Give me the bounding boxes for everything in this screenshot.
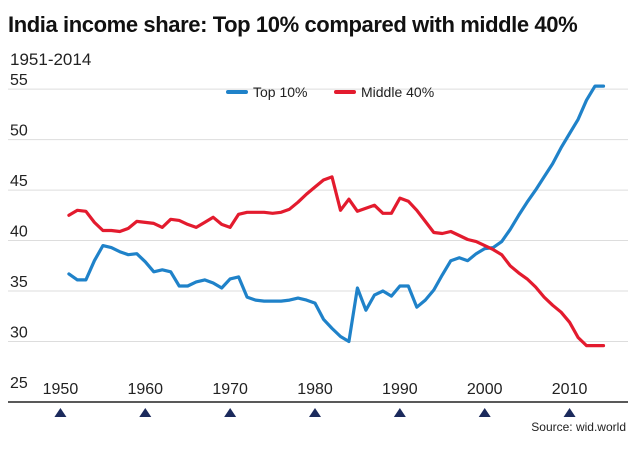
grid-layer: 25 30 35 40 45 50 55: [8, 72, 628, 392]
decade-marker-2010: [563, 408, 576, 417]
x-tick-label-1960: 1960: [127, 381, 163, 398]
y-tick-label-50: 50: [10, 123, 28, 140]
y-tick-label-35: 35: [10, 274, 28, 291]
legend-top-10-label: Top 10%: [253, 84, 307, 100]
chart-subtitle: 1951-2014: [10, 50, 92, 69]
y-tick-label-40: 40: [10, 224, 28, 241]
source-note: Source: wid.world: [531, 420, 626, 434]
chart-title: India income share: Top 10% compared wit…: [8, 12, 578, 37]
x-axis: 1950 1960 1970 1980 1990 2000 2010: [8, 381, 628, 417]
decade-marker-1990: [393, 408, 406, 417]
y-tick-label-25: 25: [10, 375, 28, 392]
decade-marker-1980: [309, 408, 321, 417]
series-line-top-10: [67, 84, 606, 344]
legend: Top 10% Middle 40%: [226, 84, 434, 100]
decade-marker-1970: [224, 408, 237, 417]
x-tick-label-2000: 2000: [467, 381, 503, 398]
decade-marker-1950: [54, 408, 67, 417]
x-tick-label-1970: 1970: [212, 381, 248, 398]
x-tick-label-1950: 1950: [43, 381, 79, 398]
y-tick-label-45: 45: [10, 173, 28, 190]
x-tick-label-2010: 2010: [552, 381, 588, 398]
y-tick-label-55: 55: [10, 72, 28, 89]
series-line-middle-40: [67, 175, 606, 348]
series-layer: [67, 84, 606, 348]
x-tick-label-1990: 1990: [382, 381, 418, 398]
x-tick-label-1980: 1980: [297, 381, 333, 398]
decade-marker-2000: [478, 408, 491, 417]
y-tick-label-30: 30: [10, 325, 28, 342]
decade-marker-1960: [139, 408, 152, 417]
legend-middle-40-label: Middle 40%: [361, 84, 434, 100]
